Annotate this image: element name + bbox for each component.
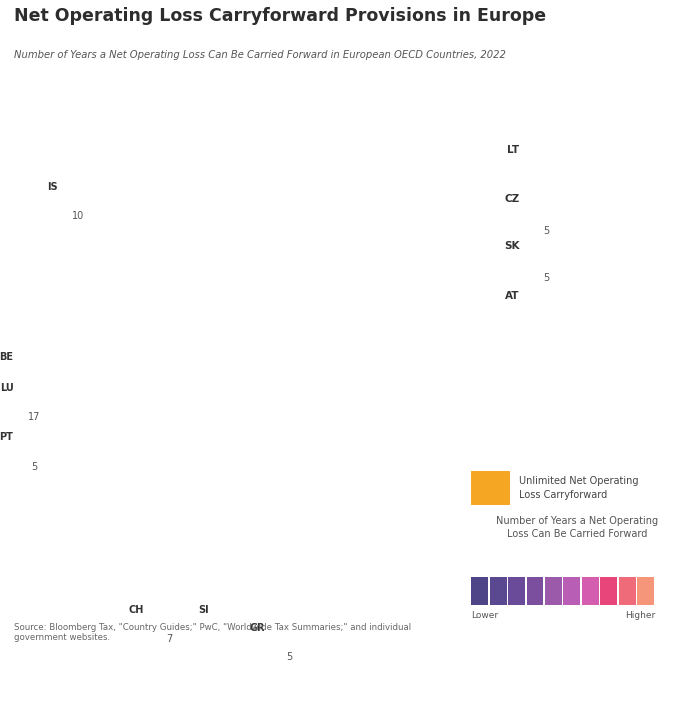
Bar xyxy=(582,577,598,605)
Text: 10: 10 xyxy=(72,211,85,221)
Text: 7: 7 xyxy=(167,634,172,644)
Text: 5: 5 xyxy=(287,652,293,662)
Bar xyxy=(545,577,562,605)
Bar xyxy=(564,577,580,605)
Text: SK: SK xyxy=(504,241,519,251)
Text: AT: AT xyxy=(505,291,519,301)
Bar xyxy=(637,577,654,605)
Text: 5: 5 xyxy=(32,462,37,471)
Bar xyxy=(471,577,488,605)
Text: LU: LU xyxy=(0,383,13,393)
Text: Source: Bloomberg Tax, "Country Guides;" PwC, "Worldwide Tax Summaries;" and ind: Source: Bloomberg Tax, "Country Guides;"… xyxy=(14,623,411,642)
Text: Unlimited Net Operating
Loss Carryforward: Unlimited Net Operating Loss Carryforwar… xyxy=(519,476,638,500)
Bar xyxy=(471,471,510,506)
Text: IS: IS xyxy=(47,182,57,192)
Bar xyxy=(508,577,525,605)
Text: Net Operating Loss Carryforward Provisions in Europe: Net Operating Loss Carryforward Provisio… xyxy=(14,7,546,25)
Text: Lower: Lower xyxy=(471,611,498,621)
Text: BE: BE xyxy=(0,352,13,362)
Bar xyxy=(489,577,507,605)
Text: Number of Years a Net Operating
Loss Can Be Carried Forward: Number of Years a Net Operating Loss Can… xyxy=(496,515,659,539)
Text: LT: LT xyxy=(508,146,519,155)
Text: Higher: Higher xyxy=(625,611,656,621)
Text: GR: GR xyxy=(249,623,265,633)
Text: 5: 5 xyxy=(544,226,550,236)
Text: @TaxFoundation: @TaxFoundation xyxy=(587,680,690,694)
Text: SI: SI xyxy=(198,605,209,615)
Text: TAX FOUNDATION: TAX FOUNDATION xyxy=(10,680,143,694)
Text: CH: CH xyxy=(129,605,144,615)
Bar xyxy=(619,577,636,605)
Bar xyxy=(526,577,543,605)
Bar xyxy=(601,577,617,605)
Text: 17: 17 xyxy=(28,412,41,422)
Text: 5: 5 xyxy=(544,273,550,283)
Text: PT: PT xyxy=(0,432,13,442)
Text: CZ: CZ xyxy=(504,194,519,204)
Text: Number of Years a Net Operating Loss Can Be Carried Forward in European OECD Cou: Number of Years a Net Operating Loss Can… xyxy=(14,50,506,60)
